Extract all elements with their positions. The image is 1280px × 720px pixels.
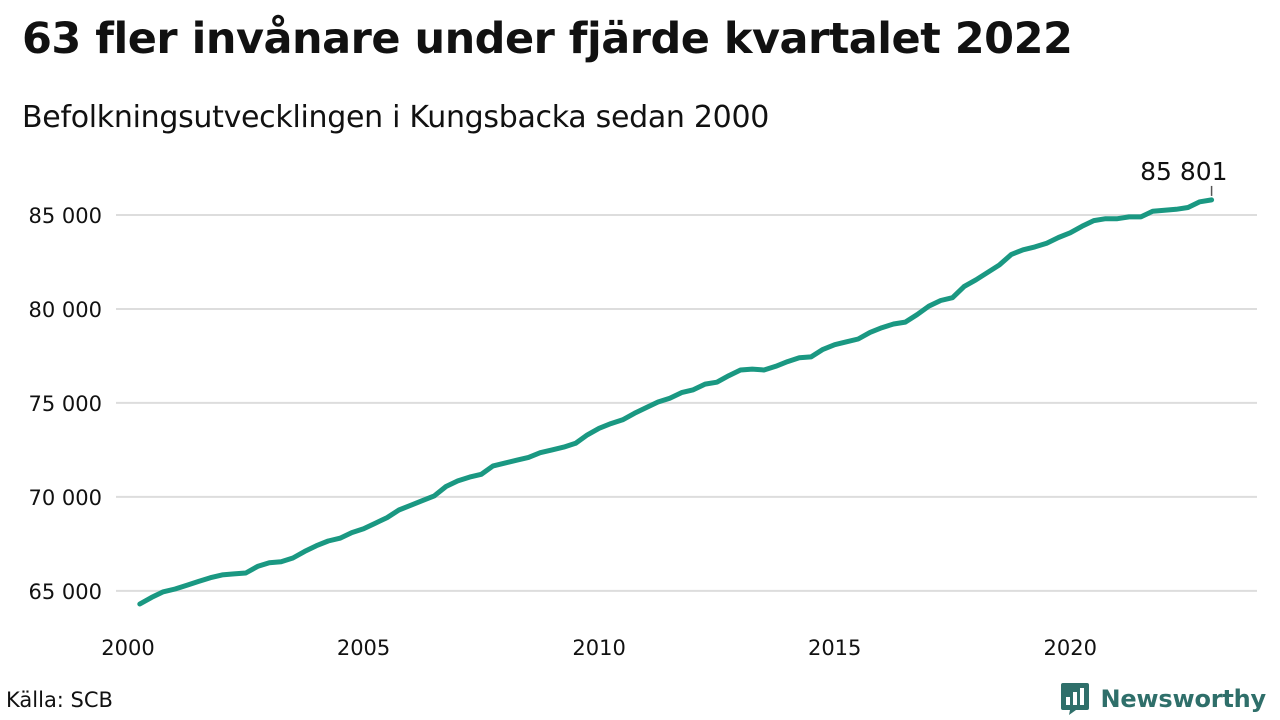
y-tick-label: 80 000: [29, 298, 102, 322]
population-line: [137, 197, 1215, 607]
chart-title: 63 fler invånare under fjärde kvartalet …: [22, 14, 1073, 64]
chart-subtitle: Befolkningsutvecklingen i Kungsbacka sed…: [22, 100, 770, 135]
x-tick-label: 2020: [1044, 636, 1097, 660]
newsworthy-logo-icon: [1061, 683, 1090, 715]
source-note: Källa: SCB: [6, 688, 113, 712]
y-tick-label: 65 000: [29, 580, 102, 604]
x-tick-label: 2015: [808, 636, 861, 660]
x-tick-label: 2005: [337, 636, 390, 660]
y-tick-label: 75 000: [29, 392, 102, 416]
y-tick-label: 70 000: [29, 486, 102, 510]
brand-logo: Newsworthy: [1060, 682, 1266, 716]
brand-name: Newsworthy: [1100, 685, 1266, 713]
x-tick-label: 2010: [572, 636, 625, 660]
end-value-label: 85 801: [1140, 157, 1227, 186]
x-tick-label: 2000: [101, 636, 154, 660]
y-tick-label: 85 000: [29, 204, 102, 228]
